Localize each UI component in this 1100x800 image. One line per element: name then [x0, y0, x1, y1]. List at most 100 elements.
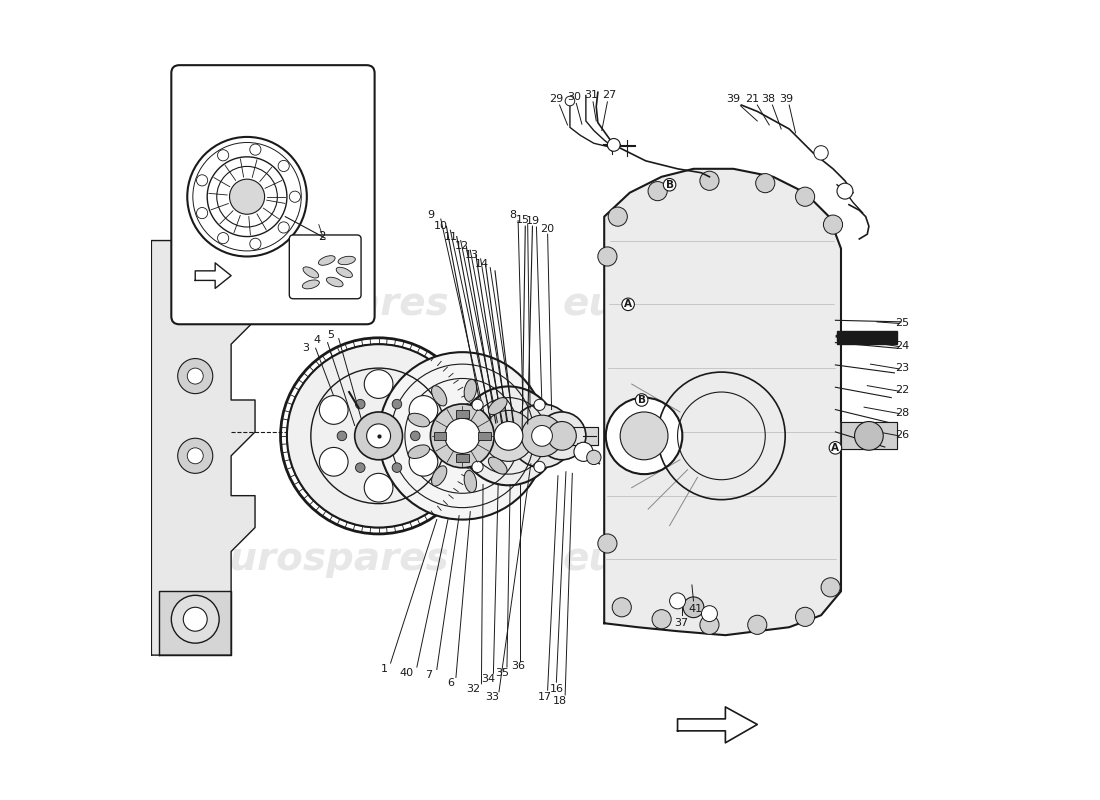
Text: 25: 25 — [895, 318, 910, 329]
Circle shape — [620, 412, 668, 460]
Text: 8: 8 — [509, 210, 516, 220]
Text: 9: 9 — [427, 210, 434, 220]
Circle shape — [795, 607, 815, 626]
Circle shape — [278, 160, 289, 171]
Circle shape — [613, 598, 631, 617]
Text: 7: 7 — [426, 670, 432, 680]
Circle shape — [289, 191, 300, 202]
Circle shape — [748, 615, 767, 634]
Text: A: A — [624, 299, 632, 310]
Circle shape — [187, 448, 204, 464]
Circle shape — [184, 607, 207, 631]
Text: eurospares: eurospares — [563, 541, 808, 578]
Text: 18: 18 — [553, 696, 568, 706]
Circle shape — [534, 462, 546, 473]
Polygon shape — [837, 331, 896, 344]
FancyBboxPatch shape — [172, 65, 375, 324]
Circle shape — [409, 396, 438, 424]
Circle shape — [855, 422, 883, 450]
Circle shape — [521, 415, 563, 457]
Circle shape — [795, 187, 815, 206]
Circle shape — [597, 247, 617, 266]
Ellipse shape — [431, 386, 447, 406]
Text: B: B — [638, 395, 646, 405]
Polygon shape — [570, 427, 597, 445]
Ellipse shape — [464, 379, 476, 402]
Circle shape — [187, 137, 307, 257]
Ellipse shape — [464, 470, 476, 493]
Circle shape — [531, 426, 552, 446]
Circle shape — [700, 615, 719, 634]
Circle shape — [837, 183, 852, 199]
Circle shape — [287, 344, 471, 527]
Circle shape — [187, 288, 204, 304]
Circle shape — [187, 368, 204, 384]
Circle shape — [548, 422, 576, 450]
Circle shape — [648, 182, 668, 201]
Text: 4: 4 — [314, 335, 321, 346]
Circle shape — [178, 438, 212, 474]
Circle shape — [197, 174, 208, 186]
Text: 27: 27 — [602, 90, 616, 101]
Circle shape — [597, 534, 617, 553]
Circle shape — [814, 146, 828, 160]
Polygon shape — [678, 707, 757, 743]
Text: 5: 5 — [328, 330, 334, 340]
Circle shape — [670, 593, 685, 609]
Circle shape — [824, 215, 843, 234]
Text: eurospares: eurospares — [204, 541, 450, 578]
Circle shape — [230, 179, 265, 214]
Ellipse shape — [488, 457, 507, 474]
Ellipse shape — [408, 414, 429, 427]
Circle shape — [534, 399, 546, 410]
Text: 17: 17 — [538, 691, 551, 702]
Polygon shape — [604, 169, 842, 635]
Text: A: A — [832, 443, 839, 453]
Circle shape — [444, 418, 480, 454]
Circle shape — [430, 404, 494, 468]
Circle shape — [574, 442, 593, 462]
Circle shape — [392, 399, 402, 409]
Text: 30: 30 — [566, 92, 581, 102]
Text: 29: 29 — [549, 94, 563, 104]
Circle shape — [472, 399, 483, 410]
Circle shape — [218, 233, 229, 244]
Text: 23: 23 — [895, 363, 910, 373]
Circle shape — [197, 207, 208, 218]
Circle shape — [821, 578, 840, 597]
Circle shape — [683, 597, 704, 618]
Ellipse shape — [431, 466, 447, 486]
Circle shape — [494, 422, 522, 450]
Text: 21: 21 — [746, 94, 760, 104]
Circle shape — [756, 174, 774, 193]
Text: eurospares: eurospares — [204, 286, 450, 323]
Circle shape — [378, 352, 546, 519]
Circle shape — [586, 450, 601, 465]
Circle shape — [608, 207, 627, 226]
Polygon shape — [195, 263, 231, 288]
Text: 3: 3 — [301, 343, 309, 353]
Circle shape — [410, 431, 420, 441]
Circle shape — [287, 344, 471, 527]
Circle shape — [319, 396, 348, 424]
Circle shape — [606, 398, 682, 474]
Text: 33: 33 — [485, 691, 499, 702]
Circle shape — [278, 222, 289, 233]
Text: 39: 39 — [726, 94, 740, 105]
Text: 12: 12 — [454, 241, 469, 251]
Text: 32: 32 — [466, 683, 481, 694]
Text: 26: 26 — [895, 430, 910, 440]
Text: 15: 15 — [516, 215, 530, 225]
Text: eurospares: eurospares — [563, 286, 808, 323]
Text: 37: 37 — [674, 618, 689, 628]
Text: 38: 38 — [761, 94, 776, 104]
Text: 36: 36 — [512, 662, 525, 671]
Text: 22: 22 — [895, 386, 910, 395]
Ellipse shape — [337, 267, 352, 278]
Circle shape — [319, 447, 348, 476]
Text: 13: 13 — [465, 250, 478, 260]
Text: 6: 6 — [447, 678, 454, 688]
Circle shape — [364, 370, 393, 398]
Circle shape — [172, 595, 219, 643]
Circle shape — [510, 404, 574, 468]
